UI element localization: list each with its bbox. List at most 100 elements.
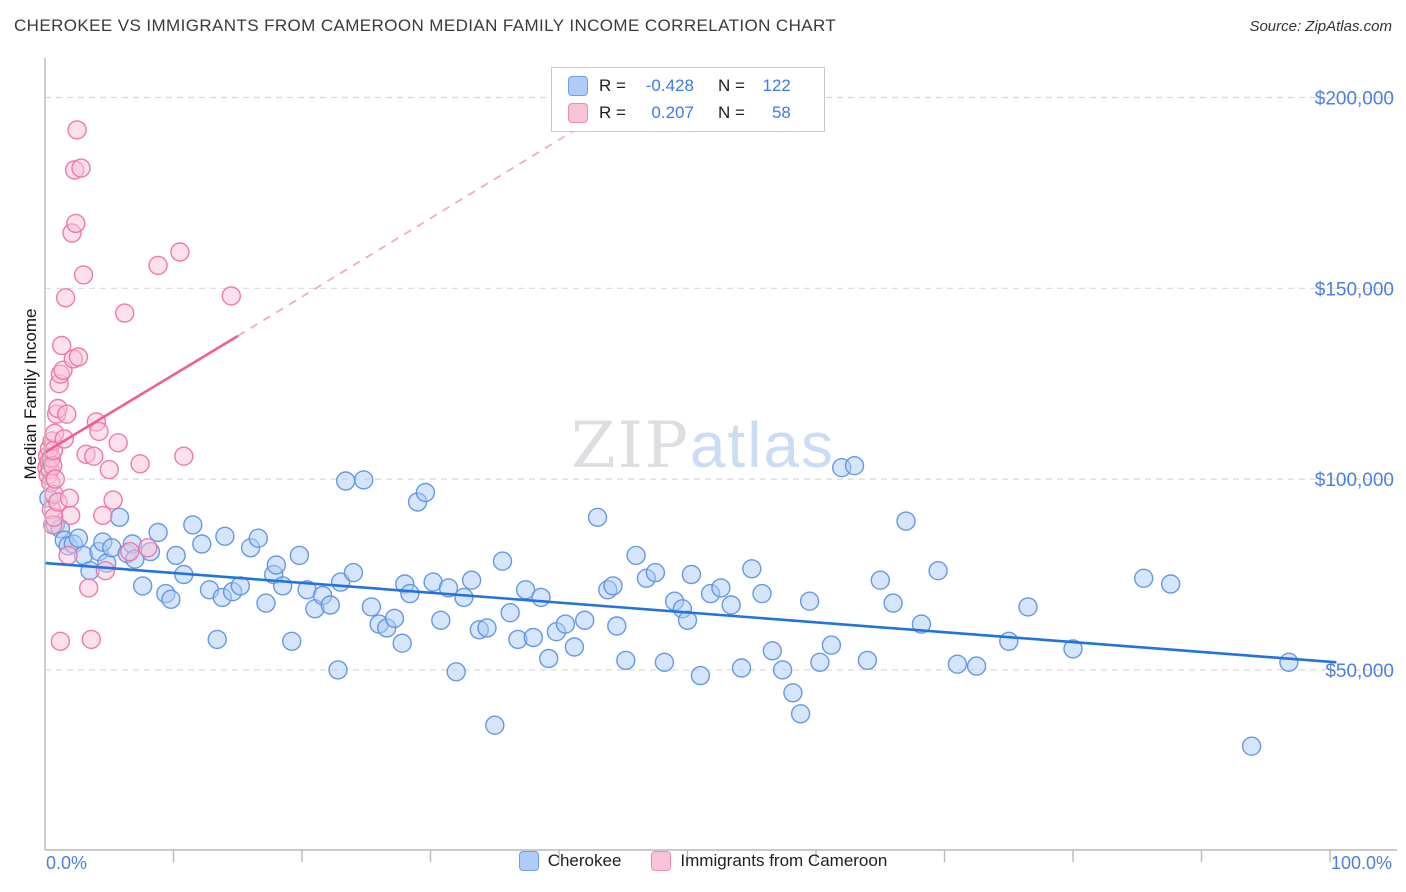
- scatter-point-cherokee: [928, 561, 948, 581]
- r-value-cherokee: -0.428: [645, 76, 694, 95]
- scatter-point-cameroon: [95, 561, 116, 581]
- scatter-point-cherokee: [354, 470, 374, 490]
- scatter-point-cameroon: [66, 213, 86, 234]
- scatter-point-cherokee: [857, 650, 878, 671]
- scatter-point-cameroon: [55, 288, 76, 308]
- scatter-point-cherokee: [575, 610, 595, 630]
- scatter-point-cameroon: [114, 303, 135, 323]
- scatter-point-cherokee: [109, 507, 130, 527]
- scatter-point-cherokee: [870, 570, 890, 590]
- legend-label-cherokee: Cherokee: [547, 851, 622, 870]
- page-title: CHEROKEE VS IMMIGRANTS FROM CAMEROON MED…: [14, 16, 837, 35]
- scatter-point-cherokee: [183, 515, 203, 535]
- stats-row-cherokee: R = -0.428 N = 122: [568, 76, 810, 96]
- scatter-point-cherokee: [477, 618, 497, 638]
- cameroon-swatch-icon: [568, 103, 588, 123]
- scatter-point-cameroon: [99, 459, 120, 480]
- scatter-point-cherokee: [446, 662, 466, 682]
- scatter-point-cherokee: [1133, 568, 1154, 588]
- scatter-point-cherokee: [1160, 574, 1181, 594]
- y-tick-label: $150,000: [1315, 279, 1394, 300]
- scatter-point-cherokee: [282, 631, 302, 651]
- n-label: N =: [717, 103, 745, 122]
- watermark-atlas: atlas: [689, 409, 835, 481]
- zipatlas-watermark: ZIPatlas: [571, 408, 835, 483]
- r-value-cameroon: 0.207: [651, 103, 694, 122]
- scatter-point-cherokee: [607, 616, 627, 636]
- scatter-point-cherokee: [896, 511, 916, 531]
- scatter-point-cherokee: [966, 656, 987, 676]
- scatter-point-cherokee: [207, 629, 227, 650]
- scatter-point-cameroon: [57, 404, 77, 424]
- scatter-point-cherokee: [911, 614, 932, 634]
- scatter-point-cherokee: [415, 482, 436, 503]
- scatter-point-cherokee: [564, 637, 585, 657]
- scatter-point-cherokee: [523, 627, 543, 648]
- scatter-point-cherokee: [320, 595, 340, 615]
- scatter-point-cherokee: [256, 593, 276, 613]
- scatter-point-cherokee: [772, 660, 793, 680]
- scatter-point-cameroon: [120, 541, 140, 562]
- scatter-point-cameroon: [130, 454, 150, 474]
- scatter-point-cherokee: [328, 660, 348, 680]
- scatter-point-cherokee: [132, 576, 153, 596]
- scatter-point-cherokee: [289, 545, 310, 566]
- scatter-point-cherokee: [810, 652, 830, 672]
- scatter-point-cherokee: [461, 570, 482, 590]
- scatter-point-cherokee: [192, 534, 212, 554]
- scatter-point-cherokee: [616, 650, 636, 671]
- stats-row-cameroon: R = 0.207 N = 58: [568, 103, 810, 123]
- scatter-point-cameroon: [78, 578, 99, 598]
- scatter-point-cherokee: [148, 522, 168, 543]
- scatter-point-cherokee: [731, 658, 752, 678]
- scatter-point-cherokee: [68, 528, 89, 548]
- scatter-point-cherokee: [343, 562, 364, 583]
- scatter-point-cherokee: [844, 456, 865, 476]
- scatter-point-cherokee: [248, 528, 268, 548]
- scatter-point-cherokee: [166, 545, 186, 566]
- n-value-cherokee: 122: [762, 76, 791, 95]
- scatter-point-cameroon: [84, 446, 104, 466]
- scatter-point-cherokee: [783, 683, 803, 703]
- scatter-point-cameroon: [68, 347, 89, 367]
- y-axis-title: Median Family Income: [21, 308, 40, 480]
- scatter-point-cherokee: [711, 578, 731, 598]
- scatter-point-cherokee: [392, 633, 412, 653]
- scatter-point-cameroon: [138, 538, 158, 558]
- scatter-point-cherokee: [1063, 639, 1083, 659]
- scatter-point-cherokee: [883, 593, 903, 613]
- y-tick-label: $50,000: [1325, 661, 1394, 682]
- scatter-point-cherokee: [752, 583, 772, 604]
- scatter-point-cherokee: [654, 652, 675, 672]
- series-legend: Cherokee Immigrants from Cameroon: [0, 851, 1406, 871]
- scatter-point-cherokee: [799, 591, 820, 611]
- scatter-point-cherokee: [266, 555, 286, 575]
- scatter-point-cameroon: [59, 488, 80, 508]
- scatter-point-cherokee: [485, 715, 505, 735]
- y-tick-label: $200,000: [1315, 89, 1394, 110]
- scatter-point-cherokee: [821, 635, 842, 655]
- scatter-point-cherokee: [555, 614, 576, 634]
- scatter-point-cherokee: [431, 610, 451, 630]
- scatter-point-cherokee: [161, 589, 181, 609]
- scatter-point-cherokee: [1241, 736, 1262, 756]
- scatter-point-cherokee: [645, 562, 666, 583]
- scatter-point-cherokee: [539, 648, 559, 669]
- watermark-zip: ZIP: [571, 409, 690, 483]
- x-axis-max-label: 100.0%: [1330, 853, 1392, 873]
- scatter-point-cherokee: [215, 526, 235, 546]
- scatter-point-cherokee: [500, 603, 520, 623]
- scatter-point-cameroon: [89, 421, 109, 442]
- scatter-point-cameroon: [81, 629, 102, 650]
- scatter-point-cherokee: [721, 595, 741, 615]
- scatter-point-cherokee: [603, 576, 623, 596]
- r-label: R =: [599, 103, 626, 122]
- scatter-point-cameroon: [71, 158, 91, 178]
- scatter-point-cameroon: [221, 286, 242, 306]
- scatter-point-cherokee: [947, 654, 968, 674]
- y-tick-label: $100,000: [1315, 470, 1394, 491]
- cherokee-swatch-icon: [518, 851, 539, 871]
- cameroon-trend-extension: [237, 127, 579, 337]
- scatter-point-cameroon: [58, 545, 78, 566]
- stats-legend-box: R = -0.428 N = 122 R = 0.207 N = 58: [551, 67, 825, 132]
